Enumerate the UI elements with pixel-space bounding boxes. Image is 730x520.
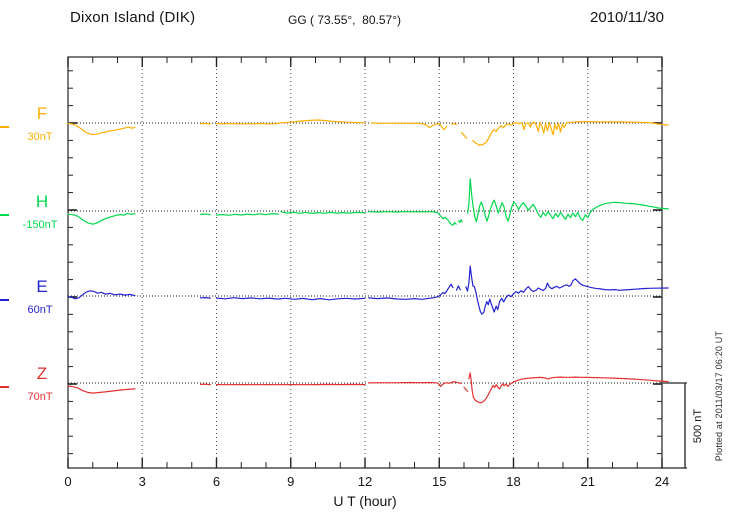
trace-F-segment-5 — [460, 132, 468, 139]
x-tick-label-18: 18 — [506, 474, 521, 489]
trace-H-segment-5 — [458, 219, 463, 224]
trace-E-segment-1 — [199, 297, 211, 299]
trace-E-segment-3 — [368, 283, 454, 300]
component-baseline-value-H: -150nT — [22, 219, 58, 231]
trace-F-segment-4 — [451, 123, 458, 126]
component-baseline-value-Z: 70nT — [27, 391, 53, 403]
trace-F-segment-6 — [472, 120, 669, 146]
trace-Z-segment-3 — [368, 381, 463, 388]
trace-Z-segment-0 — [67, 385, 136, 394]
x-tick-label-6: 6 — [212, 474, 221, 489]
trace-E-segment-5 — [465, 265, 669, 315]
component-label-Z: Z — [36, 364, 48, 383]
plot-frame — [67, 56, 663, 469]
x-tick-label-0: 0 — [64, 474, 72, 489]
trace-H-segment-3 — [280, 211, 366, 214]
component-baseline-value-F: 30nT — [27, 131, 53, 143]
component-label-H: H — [35, 192, 49, 211]
x-axis-label: U T (hour) — [333, 493, 397, 509]
scale-bar-label: 500 nT — [692, 408, 704, 444]
station-title: Dixon Island (DIK) — [70, 9, 196, 26]
x-tick-label-15: 15 — [432, 474, 447, 489]
trace-H-segment-4 — [368, 211, 457, 226]
trace-H-segment-0 — [67, 212, 136, 225]
trace-E-segment-2 — [215, 297, 366, 301]
trace-F-segment-3 — [370, 122, 448, 131]
trace-Z-segment-4 — [463, 386, 469, 392]
trace-H-segment-1 — [199, 213, 211, 216]
trace-Z-segment-5 — [468, 372, 669, 404]
x-tick-label-9: 9 — [287, 474, 295, 489]
component-label-E: E — [36, 277, 48, 296]
component-baseline-value-E: 60nT — [27, 304, 53, 316]
x-tick-label-12: 12 — [357, 474, 373, 489]
station-coordinates: GG ( 73.55°, 80.57°) — [288, 13, 401, 27]
plotted-at-note: Plotted at 2011/03/17 06:20 UT — [714, 330, 724, 462]
plot-date: 2010/11/30 — [590, 9, 664, 26]
component-label-F: F — [36, 104, 48, 123]
trace-H-segment-6 — [467, 178, 669, 223]
x-tick-label-3: 3 — [138, 474, 146, 489]
trace-E-segment-4 — [456, 285, 461, 291]
trace-F-segment-2 — [215, 119, 366, 125]
x-tick-label-24: 24 — [654, 474, 670, 489]
trace-H-segment-2 — [215, 213, 279, 216]
trace-E-segment-0 — [67, 290, 136, 300]
x-tick-label-21: 21 — [580, 474, 595, 489]
trace-F-segment-0 — [67, 122, 136, 136]
